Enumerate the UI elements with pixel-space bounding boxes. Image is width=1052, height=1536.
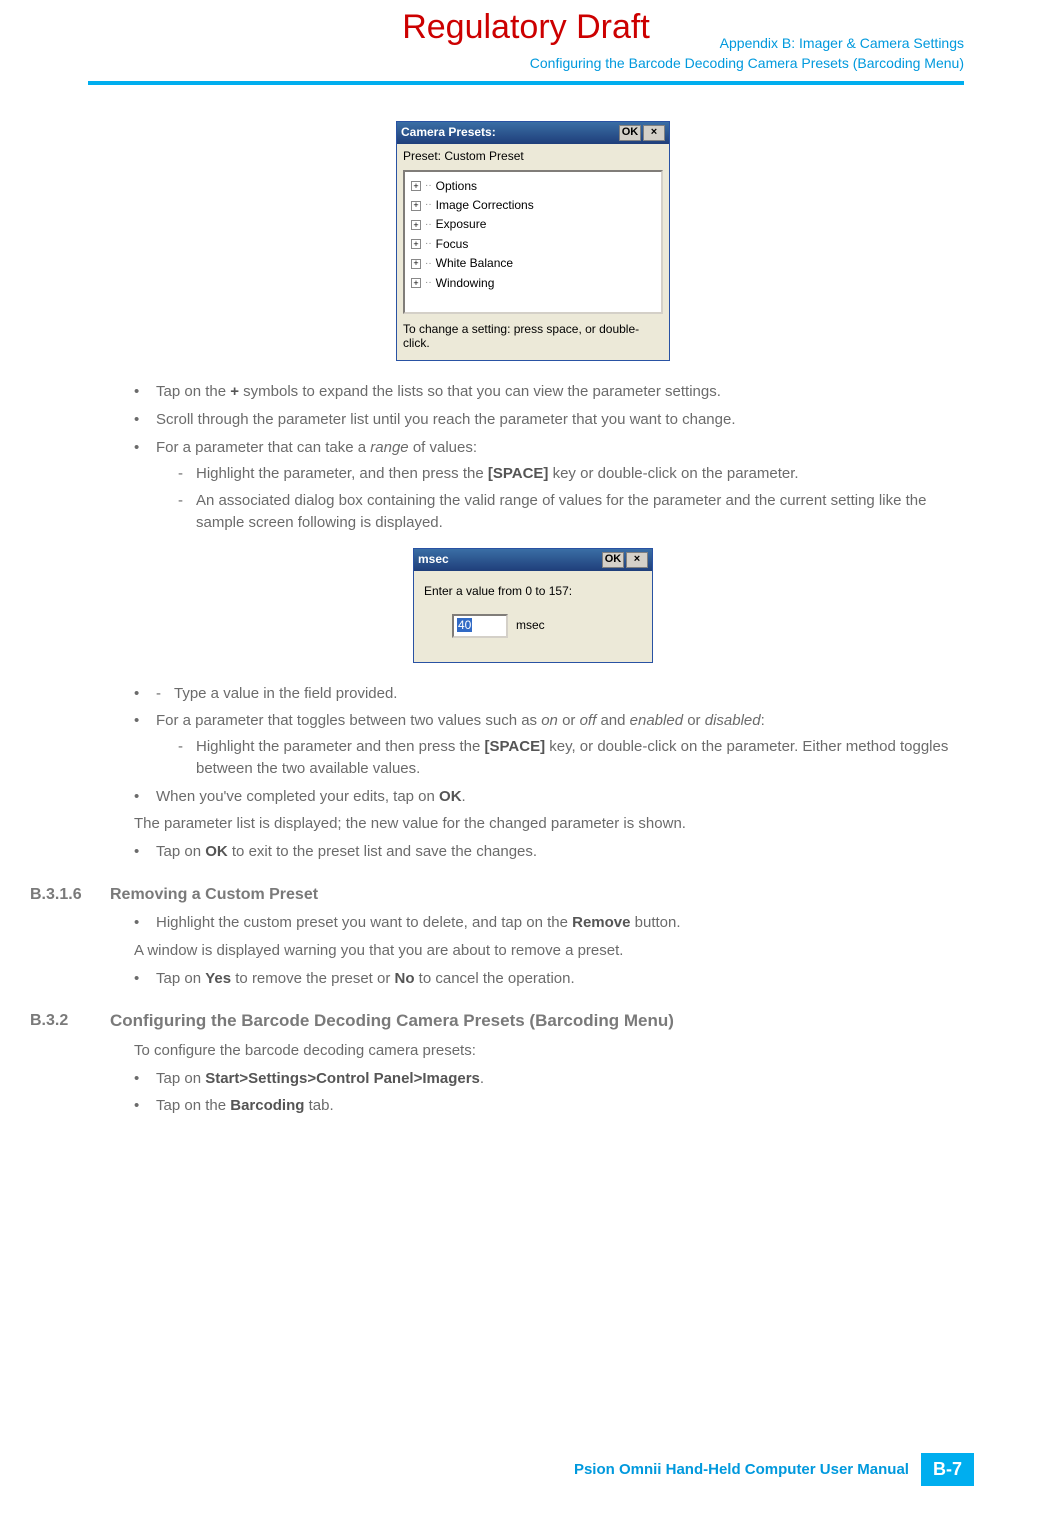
expand-icon[interactable]: + (411, 239, 421, 249)
section-title: Configuring the Barcode Decoding Camera … (110, 1009, 674, 1034)
list-item: Tap on the + symbols to expand the lists… (134, 381, 960, 403)
body-paragraph: The parameter list is displayed; the new… (106, 813, 960, 835)
dialog2-titlebar: msec OK × (414, 549, 652, 571)
header-line-2: Configuring the Barcode Decoding Camera … (88, 54, 964, 74)
dialog2-close-button[interactable]: × (626, 552, 648, 568)
tree-item[interactable]: +··Image Corrections (411, 197, 655, 214)
list-item: Highlight the custom preset you want to … (134, 912, 960, 934)
value-input[interactable]: 40 (452, 614, 508, 637)
tree-item[interactable]: +··Focus (411, 236, 655, 253)
msec-dialog: msec OK × Enter a value from 0 to 157: 4… (413, 548, 653, 663)
expand-icon[interactable]: + (411, 220, 421, 230)
list-item: Highlight the parameter and then press t… (178, 736, 960, 780)
dialog2-prompt: Enter a value from 0 to 157: (424, 583, 642, 600)
expand-icon[interactable]: + (411, 259, 421, 269)
section-heading-b32: B.3.2 Configuring the Barcode Decoding C… (106, 1009, 960, 1034)
tree-view[interactable]: +··Options +··Image Corrections +··Expos… (403, 170, 663, 314)
list-item: For a parameter that can take a range of… (134, 437, 960, 534)
dialog2-ok-button[interactable]: OK (602, 552, 624, 568)
section-number: B.3.2 (30, 1009, 88, 1034)
page-footer: Psion Omnii Hand-Held Computer User Manu… (574, 1453, 974, 1486)
dialog2-title: msec (418, 551, 449, 568)
body-paragraph: To configure the barcode decoding camera… (106, 1040, 960, 1062)
dialog2-body: Enter a value from 0 to 157: 40 msec (414, 571, 652, 662)
section-number: B.3.1.6 (30, 883, 88, 906)
sub-list: Highlight the parameter and then press t… (156, 736, 960, 780)
list-item: When you've completed your edits, tap on… (134, 786, 960, 808)
dialog1-hint: To change a setting: press space, or dou… (397, 314, 669, 361)
list-item: Type a value in the field provided. (134, 683, 960, 705)
expand-icon[interactable]: + (411, 181, 421, 191)
bullet-list-32: Tap on Start>Settings>Control Panel>Imag… (106, 1068, 960, 1118)
body-content: Camera Presets: OK × Preset: Custom Pres… (88, 121, 964, 1117)
section-title: Removing a Custom Preset (110, 883, 318, 906)
tree-item[interactable]: +··Options (411, 178, 655, 195)
list-item: Highlight the parameter, and then press … (178, 463, 960, 485)
bullet-list-2: Type a value in the field provided. For … (106, 683, 960, 808)
dialog1-title: Camera Presets: (401, 124, 496, 141)
page-number-badge: B-7 (921, 1453, 974, 1486)
dialog1-ok-button[interactable]: OK (619, 125, 641, 141)
expand-icon[interactable]: + (411, 201, 421, 211)
list-item: Tap on OK to exit to the preset list and… (134, 841, 960, 863)
unit-label: msec (516, 617, 545, 634)
bullet-list-2b: Tap on OK to exit to the preset list and… (106, 841, 960, 863)
header-rule (88, 81, 964, 85)
dialog1-titlebar: Camera Presets: OK × (397, 122, 669, 144)
dialog2-figure: msec OK × Enter a value from 0 to 157: 4… (106, 548, 960, 663)
section-heading-b316: B.3.1.6 Removing a Custom Preset (106, 883, 960, 906)
tree-item[interactable]: +··Windowing (411, 275, 655, 292)
list-item: Tap on Start>Settings>Control Panel>Imag… (134, 1068, 960, 1090)
list-item: Tap on Yes to remove the preset or No to… (134, 968, 960, 990)
footer-text: Psion Omnii Hand-Held Computer User Manu… (574, 1461, 909, 1478)
tree-item[interactable]: +··Exposure (411, 216, 655, 233)
bullet-list-1: Tap on the + symbols to expand the lists… (106, 381, 960, 534)
camera-presets-dialog: Camera Presets: OK × Preset: Custom Pres… (396, 121, 670, 361)
list-item: For a parameter that toggles between two… (134, 710, 960, 779)
watermark-text: Regulatory Draft (0, 8, 1052, 47)
list-item: Scroll through the parameter list until … (134, 409, 960, 431)
body-paragraph: A window is displayed warning you that y… (106, 940, 960, 962)
sub-list: Highlight the parameter, and then press … (156, 463, 960, 534)
list-item: Tap on the Barcoding tab. (134, 1095, 960, 1117)
preset-label: Preset: Custom Preset (397, 144, 669, 169)
bullet-list-316: Highlight the custom preset you want to … (106, 912, 960, 934)
bullet-list-316b: Tap on Yes to remove the preset or No to… (106, 968, 960, 990)
page-container: Appendix B: Imager & Camera Settings Con… (0, 0, 1052, 1117)
dialog1-figure: Camera Presets: OK × Preset: Custom Pres… (106, 121, 960, 361)
list-item: An associated dialog box containing the … (178, 490, 960, 534)
dialog1-close-button[interactable]: × (643, 125, 665, 141)
tree-item[interactable]: +··White Balance (411, 255, 655, 272)
list-item: Type a value in the field provided. (156, 683, 960, 705)
expand-icon[interactable]: + (411, 278, 421, 288)
